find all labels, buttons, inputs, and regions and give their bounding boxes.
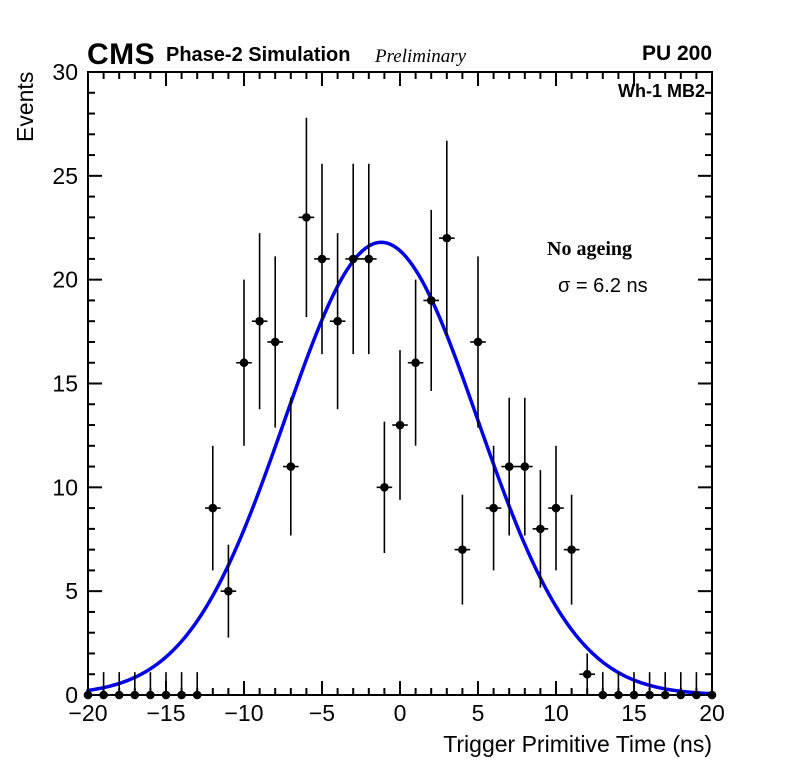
y-tick-label: 25	[52, 163, 78, 189]
y-tick-label: 0	[65, 682, 78, 708]
data-point	[146, 690, 155, 700]
data-point	[426, 296, 436, 305]
y-tick-label: 5	[65, 578, 78, 604]
x-tick-label: −5	[309, 700, 335, 726]
data-point	[660, 690, 670, 700]
data-point	[504, 462, 514, 471]
data-point	[348, 254, 358, 264]
y-tick-label: 30	[52, 59, 78, 85]
y-axis-title: Events	[12, 71, 38, 142]
data-point	[645, 690, 654, 700]
x-tick-label: −15	[146, 700, 185, 726]
data-point	[317, 254, 327, 264]
data-point	[473, 337, 483, 347]
data-point	[239, 358, 249, 368]
data-point	[83, 690, 93, 700]
data-point	[364, 254, 374, 264]
x-tick-label: 0	[394, 700, 407, 726]
data-point	[598, 690, 608, 700]
data-point	[380, 483, 389, 492]
data-point	[707, 690, 717, 700]
data-point	[99, 690, 108, 700]
data-point	[255, 316, 264, 326]
data-point	[442, 233, 452, 243]
data-point	[582, 669, 592, 679]
x-axis-title: Trigger Primitive Time (ns)	[443, 731, 712, 757]
data-point	[114, 690, 124, 700]
data-point	[161, 690, 171, 700]
simulation-subtitle: Phase-2 Simulation	[166, 44, 351, 66]
cms-logo-label: CMS	[87, 38, 156, 71]
data-point	[130, 690, 140, 700]
x-tick-label: 10	[543, 700, 569, 726]
data-point	[270, 337, 280, 347]
data-point	[692, 690, 701, 700]
data-point	[333, 316, 342, 326]
data-point	[177, 690, 186, 700]
x-tick-label: 5	[472, 700, 485, 726]
data-point	[208, 503, 218, 513]
sigma-value-label: σ = 6.2 ns	[558, 275, 648, 297]
y-tick-label: 10	[52, 474, 78, 500]
data-point	[551, 503, 561, 513]
x-tick-label: 15	[621, 700, 647, 726]
x-tick-label: 20	[699, 700, 725, 726]
data-point	[458, 545, 467, 554]
fit-curve	[86, 240, 714, 696]
data-point	[302, 213, 311, 222]
data-point	[489, 503, 498, 513]
preliminary-label: Preliminary	[375, 46, 467, 67]
data-point	[395, 420, 405, 430]
data-point	[520, 462, 530, 471]
x-tick-label: −20	[68, 700, 107, 726]
data-point	[224, 586, 233, 596]
data-point	[629, 690, 639, 700]
data-point	[567, 545, 576, 554]
data-point	[286, 462, 296, 471]
y-tick-label: 20	[52, 267, 78, 293]
data-point	[192, 690, 202, 700]
pileup-label: PU 200	[641, 42, 712, 65]
data-point	[411, 358, 420, 368]
data-point	[536, 524, 545, 534]
data-point	[614, 690, 623, 700]
data-point	[676, 690, 686, 700]
y-tick-label: 15	[52, 371, 78, 397]
ageing-scenario-label: No ageing	[547, 238, 632, 260]
x-tick-label: −10	[224, 700, 263, 726]
chamber-label: Wh-1 MB2	[618, 81, 705, 101]
